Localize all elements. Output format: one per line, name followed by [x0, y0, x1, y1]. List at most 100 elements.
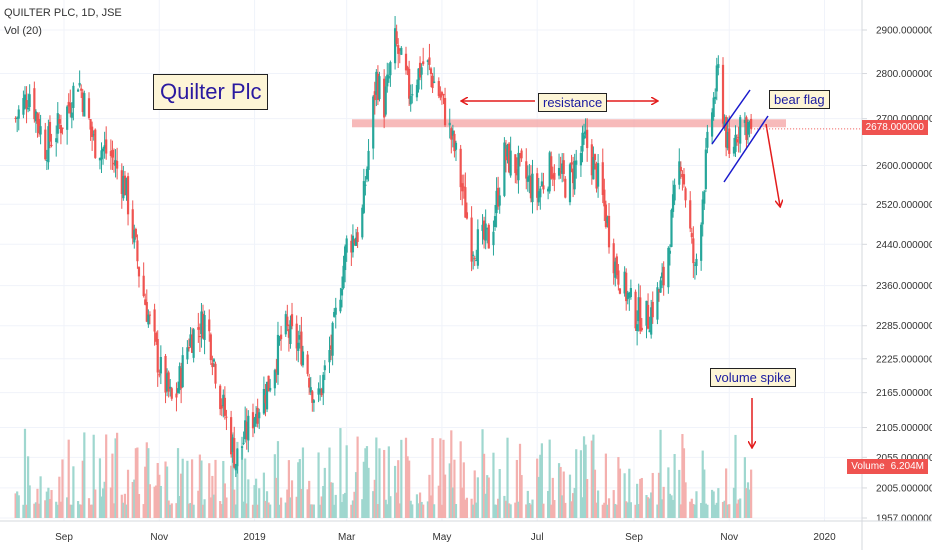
- volume-bar: [559, 466, 562, 518]
- candle-body: [364, 184, 367, 186]
- volume-bar: [284, 502, 287, 518]
- candle-body: [156, 339, 159, 373]
- candle-body: [230, 417, 233, 455]
- candle-body: [431, 75, 434, 89]
- volume-bar: [356, 436, 359, 518]
- volume-bar: [659, 429, 662, 518]
- volume-bar: [657, 472, 661, 518]
- flag-upper-line: [711, 89, 751, 145]
- candle-body: [27, 107, 30, 110]
- volume-bar: [739, 498, 742, 518]
- volume-bar: [442, 439, 445, 518]
- candle-body: [103, 145, 106, 149]
- volume-bar: [492, 452, 495, 518]
- candle-body: [515, 169, 518, 176]
- volume-bar: [451, 487, 454, 518]
- volume-bar: [689, 501, 692, 518]
- candle-body: [454, 142, 458, 150]
- candle-body: [187, 347, 191, 349]
- candle-body: [70, 112, 73, 118]
- volume-bar: [614, 503, 617, 518]
- candle-body: [23, 94, 27, 103]
- candle-body: [418, 62, 422, 78]
- candle-body: [579, 152, 583, 166]
- candle-body: [167, 372, 170, 392]
- bear-flag-note[interactable]: bear flag: [769, 90, 830, 109]
- volume-bar: [395, 492, 398, 518]
- candle-body: [573, 160, 576, 190]
- candle-body: [650, 307, 653, 335]
- volume-bar: [721, 501, 725, 518]
- candle-body: [520, 150, 523, 159]
- candle-body: [651, 301, 654, 318]
- candle-body: [123, 175, 127, 196]
- candle-body: [17, 109, 20, 119]
- volume-bar: [197, 490, 200, 518]
- volume-bar: [572, 493, 575, 518]
- volume-bar: [437, 485, 440, 518]
- candle-body: [614, 261, 617, 278]
- volume-bar: [429, 495, 433, 518]
- candle-body: [365, 168, 369, 180]
- candle-body: [525, 161, 528, 179]
- volume-bar: [400, 439, 403, 518]
- volume-bar: [743, 457, 746, 518]
- candle-body: [582, 135, 586, 139]
- volume-spike-note[interactable]: volume spike: [710, 368, 796, 387]
- volume-bar: [607, 498, 611, 518]
- volume-bar: [92, 434, 95, 518]
- volume-bar: [662, 486, 665, 518]
- candle-body: [111, 150, 114, 158]
- candle-body: [417, 68, 420, 90]
- candle-body: [14, 117, 17, 119]
- candle-body: [592, 157, 595, 180]
- candle-body: [389, 62, 392, 76]
- candle-body: [126, 176, 130, 215]
- volume-bar: [116, 432, 119, 518]
- candle-body: [214, 363, 217, 384]
- candle-body: [670, 209, 673, 247]
- candle-body: [192, 329, 195, 358]
- candle-body: [56, 113, 59, 134]
- candle-body: [506, 144, 509, 157]
- candle-body: [723, 121, 726, 127]
- candle-body: [503, 142, 506, 196]
- volume-bar: [504, 500, 508, 518]
- candle-body: [459, 148, 462, 188]
- candle-body: [593, 154, 597, 161]
- candle-body: [78, 82, 81, 86]
- volume-bar: [668, 493, 672, 518]
- resistance-note[interactable]: resistance: [538, 93, 608, 112]
- volume-bar: [389, 496, 392, 518]
- candle-body: [81, 92, 84, 113]
- volume-bar: [725, 468, 728, 518]
- volume-bar: [136, 447, 139, 518]
- volume-bar: [596, 490, 600, 518]
- candle-body: [91, 126, 94, 138]
- volume-bar: [486, 475, 489, 518]
- y-tick-label: 2800.000000: [876, 69, 932, 80]
- chart-title-note[interactable]: Quilter Plc: [153, 74, 269, 110]
- candle-body: [570, 162, 573, 165]
- volume-bar: [137, 493, 141, 518]
- volume-bar: [693, 504, 697, 518]
- candle-body: [623, 271, 626, 294]
- candle-body: [137, 267, 141, 277]
- volume-bar: [404, 437, 408, 518]
- candle-body: [372, 96, 375, 149]
- volume-bar: [165, 466, 169, 518]
- volume-bar: [397, 460, 400, 518]
- candle-body: [704, 149, 707, 190]
- candle-body: [356, 232, 359, 242]
- candle-body: [636, 324, 639, 332]
- volume-bar: [125, 504, 128, 518]
- candle-body: [125, 178, 128, 196]
- candle-body: [234, 463, 237, 471]
- candle-body: [703, 191, 706, 204]
- volume-bar: [528, 503, 531, 518]
- volume-bar: [50, 490, 53, 518]
- candle-body: [59, 125, 63, 134]
- volume-bar: [319, 504, 322, 518]
- volume-bar: [682, 448, 686, 518]
- candle-body: [262, 388, 266, 414]
